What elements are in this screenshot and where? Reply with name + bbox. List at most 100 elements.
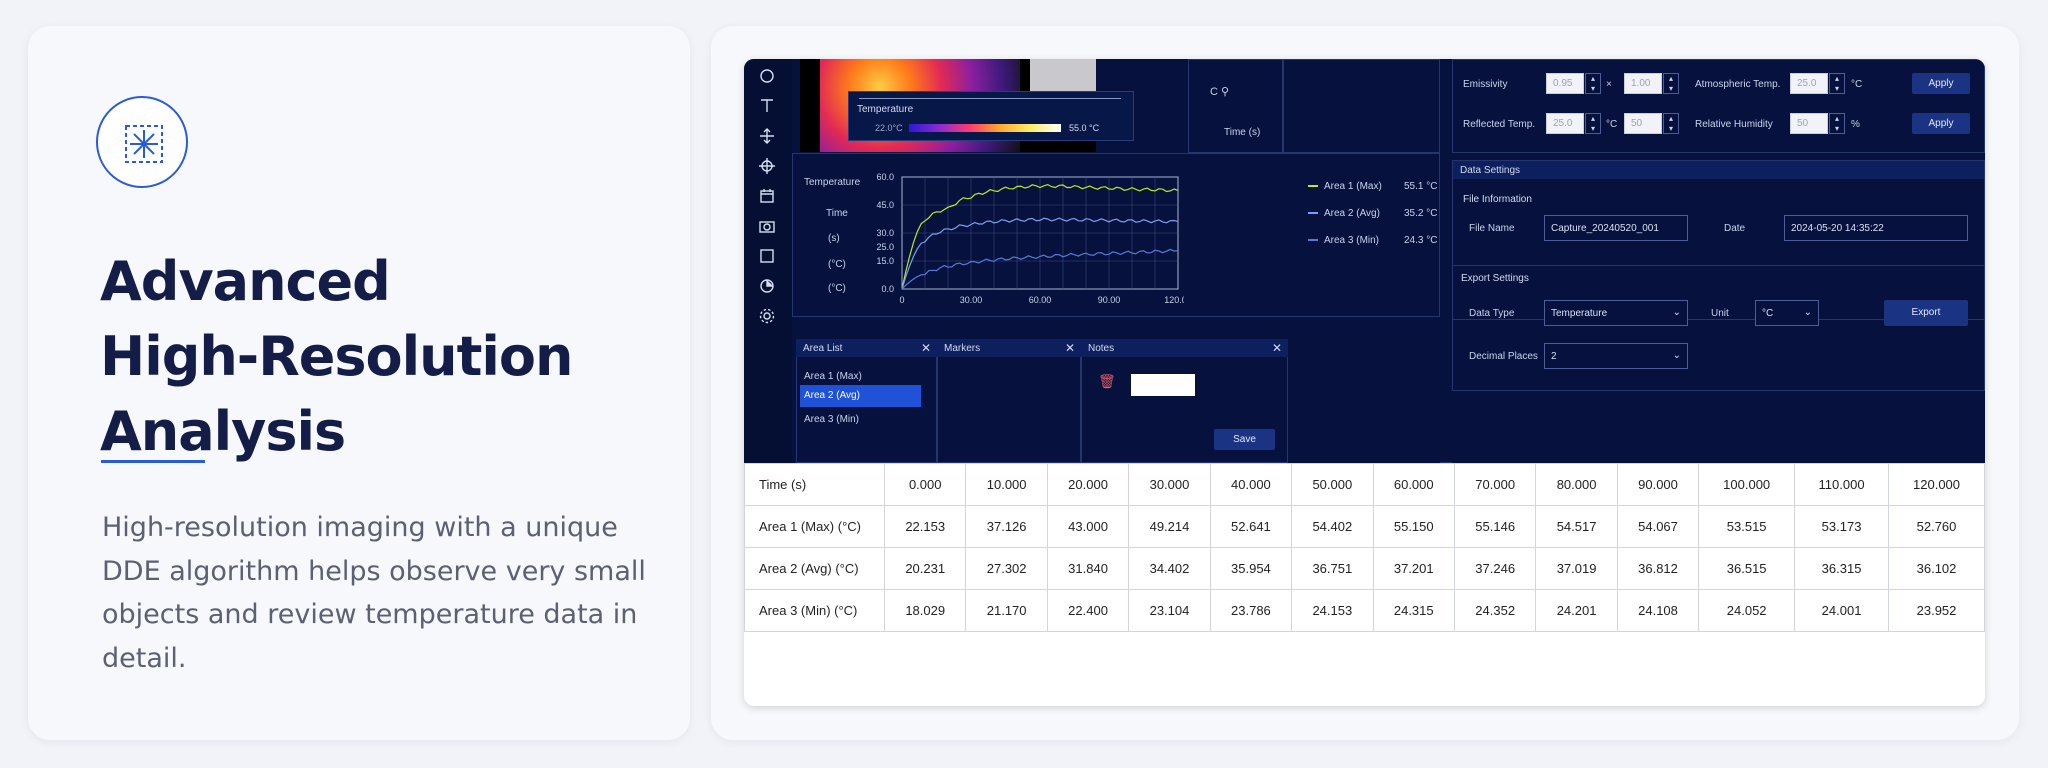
- table-cell: 49.214: [1128, 505, 1211, 548]
- side-label: Time: [826, 208, 848, 219]
- panel-title: Notes: [1088, 343, 1115, 354]
- atm-temp-unit: °C: [1851, 79, 1863, 90]
- table-cell: 36.515: [1698, 547, 1796, 590]
- table-cell: 22.153: [883, 505, 967, 548]
- decimal-places-select[interactable]: 2 ⌄: [1544, 343, 1688, 369]
- table-cell: 0.000: [883, 463, 967, 506]
- x-tick-label: 90.00: [1098, 295, 1121, 305]
- table-cell: 20.000: [1046, 463, 1130, 506]
- table-cell: 22.400: [1046, 589, 1130, 632]
- atm-temp-label: Atmospheric Temp.: [1695, 79, 1781, 90]
- app-dark-area: Temperature 22.0°C 55.0 °C C ⚲ Time (s) …: [744, 59, 1985, 463]
- reflected-temp-field[interactable]: 25.0: [1546, 113, 1584, 134]
- emissivity-field[interactable]: 0.95: [1546, 73, 1584, 94]
- accent-divider: [101, 460, 205, 463]
- table-row: Area 2 (Avg) (°C) 20.231 27.302 31.840 34.40…: [744, 547, 1985, 590]
- y-tick-label: 0.0: [881, 284, 894, 294]
- list-item[interactable]: Area 1 (Max): [804, 371, 862, 382]
- table-cell: 37.019: [1535, 547, 1618, 590]
- square-icon[interactable]: [758, 247, 776, 265]
- data-settings-pane: [1452, 160, 1985, 320]
- list-item-selected[interactable]: Area 2 (Avg): [800, 385, 921, 407]
- data-type-select[interactable]: Temperature ⌄: [1544, 300, 1688, 326]
- title-line: Analysis: [100, 400, 346, 463]
- table-cell: 43.000: [1046, 505, 1130, 548]
- x-tick-label: 0: [899, 295, 904, 305]
- date-label: Date: [1724, 223, 1746, 234]
- table-cell: 24.153: [1291, 589, 1374, 632]
- legend-value: 35.2 °C: [1404, 208, 1438, 219]
- table-cell: 36.812: [1616, 547, 1700, 590]
- close-icon[interactable]: ✕: [920, 341, 931, 355]
- close-icon[interactable]: ✕: [1064, 341, 1075, 355]
- move-icon[interactable]: [758, 127, 776, 145]
- table-cell: 24.052: [1698, 589, 1796, 632]
- close-icon[interactable]: ✕: [1271, 341, 1282, 355]
- export-button[interactable]: Export: [1884, 300, 1968, 326]
- date-field[interactable]: 2024-05-20 14:35:22: [1784, 215, 1968, 241]
- data-table: Time (s) 0.000 10.000 20.000 30.000 40.000 50.…: [744, 463, 1985, 632]
- humidity-unit: %: [1851, 119, 1860, 130]
- crosshair-icon[interactable]: [758, 157, 776, 175]
- unit-select[interactable]: °C ⌄: [1755, 300, 1819, 326]
- legend-swatch: [1308, 239, 1318, 242]
- atm-temp-spinner[interactable]: ▴ ▾: [1829, 73, 1845, 94]
- notes-input[interactable]: [1131, 374, 1195, 396]
- decimal-value: 2: [1551, 351, 1557, 362]
- row-label: Time (s): [744, 463, 885, 506]
- y-tick-label: 60.0: [876, 172, 894, 182]
- legend-item: Area 3 (Min): [1308, 235, 1379, 246]
- y-tick-label: 15.0: [876, 256, 894, 266]
- circle-icon[interactable]: [758, 67, 776, 85]
- calendar-icon[interactable]: [758, 187, 776, 205]
- app-window: Temperature 22.0°C 55.0 °C C ⚲ Time (s) …: [744, 59, 1985, 706]
- reflected-temp-spinner[interactable]: ▴ ▾: [1585, 113, 1601, 134]
- atm-temp-field[interactable]: 25.0: [1790, 73, 1828, 94]
- legend-item: Area 1 (Max): [1308, 181, 1382, 192]
- apply-button[interactable]: Apply: [1912, 113, 1970, 134]
- file-name-field[interactable]: Capture_20240520_001: [1544, 215, 1688, 241]
- save-button[interactable]: Save: [1214, 429, 1275, 450]
- camera-icon[interactable]: [758, 217, 776, 235]
- table-row: Area 1 (Max) (°C) 22.153 37.126 43.000 49.21…: [744, 505, 1985, 548]
- apply-button[interactable]: Apply: [1912, 73, 1970, 94]
- emissivity-spinner[interactable]: ▴ ▾: [1585, 73, 1601, 94]
- text-tool-icon[interactable]: [758, 97, 776, 115]
- x-tick-label: 30.00: [960, 295, 983, 305]
- chart-pane: [792, 153, 1440, 317]
- y-tick-label: 45.0: [876, 200, 894, 210]
- table-cell: 24.201: [1535, 589, 1618, 632]
- mini-icons[interactable]: C ⚲: [1210, 86, 1230, 98]
- humidity-field[interactable]: 50: [1790, 113, 1828, 134]
- table-cell: 60.000: [1372, 463, 1455, 506]
- table-cell: 23.786: [1209, 589, 1293, 632]
- pie-icon[interactable]: [758, 277, 776, 295]
- gear-icon[interactable]: [758, 307, 776, 325]
- table-cell: 35.954: [1209, 547, 1293, 590]
- table-cell: 90.000: [1616, 463, 1700, 506]
- table-cell: 55.146: [1453, 505, 1537, 548]
- reflected-temp-spinner-2[interactable]: ▴ ▾: [1663, 113, 1679, 134]
- sensor-crosshair-icon: [125, 125, 163, 163]
- series-line: [901, 248, 1179, 290]
- trash-icon[interactable]: 🗑: [1098, 373, 1116, 389]
- table-cell: 70.000: [1453, 463, 1537, 506]
- feature-card: Advanced High-Resolution Analysis High-r…: [28, 26, 690, 740]
- colorbar-max: 55.0 °C: [1069, 123, 1100, 133]
- list-item[interactable]: Area 3 (Min): [804, 414, 860, 425]
- table-cell: 24.315: [1372, 589, 1455, 632]
- emissivity-field-2[interactable]: 1.00: [1624, 73, 1662, 94]
- data-settings-header: Data Settings: [1453, 161, 1984, 179]
- table-cell: 31.840: [1046, 547, 1130, 590]
- table-cell: 24.001: [1794, 589, 1890, 632]
- table-cell: 53.515: [1698, 505, 1796, 548]
- humidity-spinner[interactable]: ▴ ▾: [1829, 113, 1845, 134]
- table-cell: 120.000: [1888, 463, 1985, 506]
- reflected-temp-field-2[interactable]: 50: [1624, 113, 1662, 134]
- legend-label: Area 2 (Avg): [1324, 208, 1380, 219]
- chevron-down-icon: ⌄: [1672, 350, 1681, 361]
- table-cell: 23.104: [1128, 589, 1211, 632]
- unit-label: Unit: [1711, 308, 1729, 319]
- colorbar-min: 22.0°C: [875, 123, 903, 133]
- emissivity-spinner-2[interactable]: ▴ ▾: [1663, 73, 1679, 94]
